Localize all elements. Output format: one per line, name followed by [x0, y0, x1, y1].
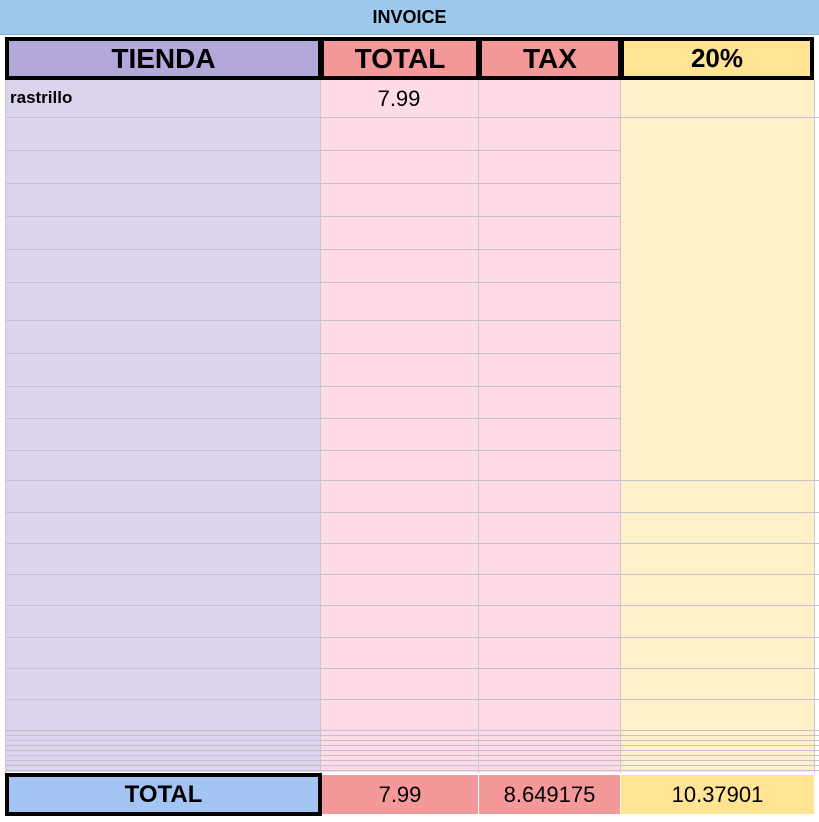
row-line: [620, 750, 819, 751]
totals-percent: 10.37901: [621, 775, 814, 814]
row-line: [5, 543, 620, 544]
row-line: [620, 699, 819, 700]
row-line: [5, 770, 620, 771]
row-line: [620, 745, 819, 746]
row-line: [5, 480, 620, 481]
header-cell: TIENDA: [5, 37, 322, 80]
row-line: [620, 574, 819, 575]
row-line: [620, 765, 819, 766]
row-line: [5, 735, 620, 736]
row-line: [620, 730, 819, 731]
column-line: [5, 80, 6, 773]
totals-tax: 8.649175: [479, 775, 620, 814]
row-line: [5, 760, 620, 761]
column-fill: [320, 80, 620, 772]
row-line: [5, 216, 620, 217]
header-cell: TAX: [478, 37, 622, 80]
row-line: [620, 755, 819, 756]
row-line: [5, 183, 620, 184]
row-line: [5, 745, 620, 746]
row-line: [620, 117, 819, 118]
column-line: [478, 80, 479, 773]
row-line: [620, 770, 819, 771]
row-line: [5, 605, 620, 606]
row-line: [620, 760, 819, 761]
row-line: [5, 249, 620, 250]
column-line: [620, 80, 621, 773]
row-line: [5, 637, 620, 638]
header-cell: 20%: [620, 37, 814, 80]
row-line: [620, 480, 819, 481]
row-line: [5, 512, 620, 513]
row-line: [620, 735, 819, 736]
row-line: [5, 353, 620, 354]
row-line: [620, 668, 819, 669]
title-banner: INVOICE: [0, 0, 819, 35]
row-line: [5, 730, 620, 731]
header-cell: TOTAL: [320, 37, 480, 80]
row-line: [5, 750, 620, 751]
totals-label: TOTAL: [5, 773, 322, 816]
row-line: [5, 450, 620, 451]
column-line: [320, 80, 321, 773]
row-line: [5, 150, 620, 151]
row-line: [5, 320, 620, 321]
column-line: [814, 80, 815, 773]
totals-total: 7.99: [322, 775, 478, 814]
column-fill: [620, 80, 814, 772]
row-line: [5, 117, 620, 118]
row-line: [5, 386, 620, 387]
row-line: [5, 668, 620, 669]
row-line: [620, 543, 819, 544]
column-fill: [5, 80, 320, 772]
row-line: [5, 574, 620, 575]
row-line: [620, 740, 819, 741]
row-line: [5, 765, 620, 766]
row-line: [5, 418, 620, 419]
total-cell: 7.99: [377, 86, 421, 111]
row-line: [5, 699, 620, 700]
item-cell: rastrillo: [10, 88, 73, 107]
row-line: [5, 755, 620, 756]
row-line: [5, 282, 620, 283]
row-line: [5, 740, 620, 741]
row-line: [620, 637, 819, 638]
row-line: [620, 512, 819, 513]
row-line: [620, 605, 819, 606]
